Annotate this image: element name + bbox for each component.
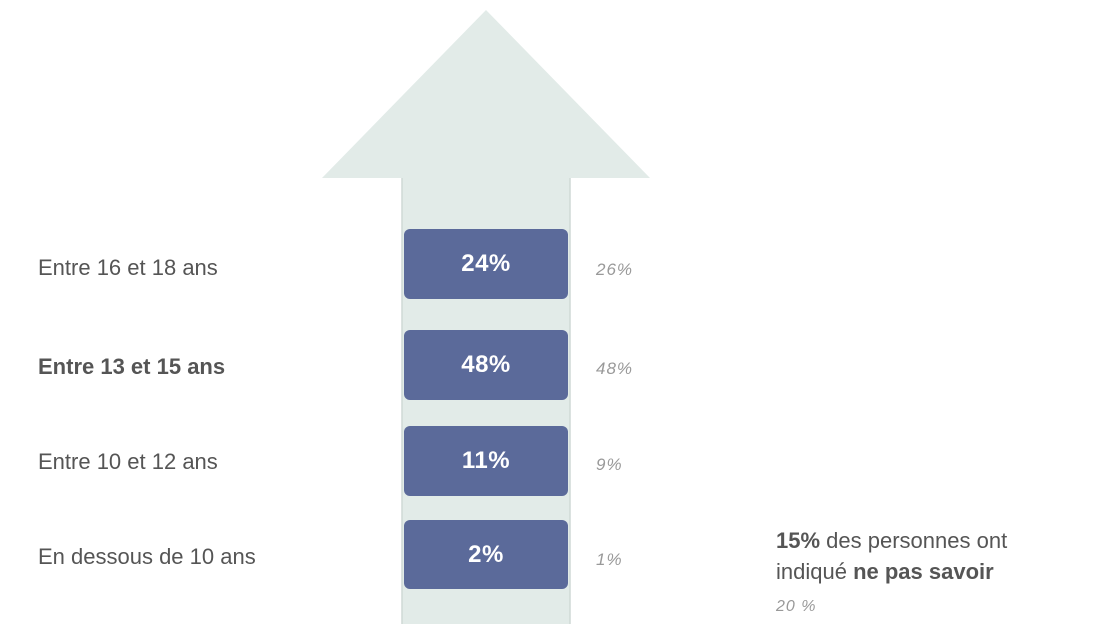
- previous-value-label: 48%: [596, 359, 634, 378]
- previous-value-label: 9%: [596, 455, 623, 474]
- note-text-2: indiqué: [776, 559, 854, 584]
- category-label-highlighted: Entre 13 et 15 ans: [38, 354, 226, 379]
- dont-know-pct: 15%: [776, 528, 821, 553]
- previous-value-label: 26%: [596, 260, 634, 279]
- category-label: Entre 16 et 18 ans: [38, 255, 218, 280]
- value-box: 11%: [404, 426, 568, 496]
- value-box: 2%: [404, 520, 568, 589]
- dont-know-previous-value: 20 %: [776, 598, 817, 615]
- value-box: 24%: [404, 229, 568, 299]
- note-emph: ne pas savoir: [853, 559, 994, 584]
- previous-value-label: 1%: [596, 550, 623, 569]
- category-label: En dessous de 10 ans: [38, 544, 256, 569]
- category-label: Entre 10 et 12 ans: [38, 449, 218, 474]
- note-text-1: des personnes ont: [820, 528, 1008, 553]
- dont-know-note: 15% des personnes ont indiqué ne pas sav…: [776, 525, 1007, 587]
- value-box: 48%: [404, 330, 568, 400]
